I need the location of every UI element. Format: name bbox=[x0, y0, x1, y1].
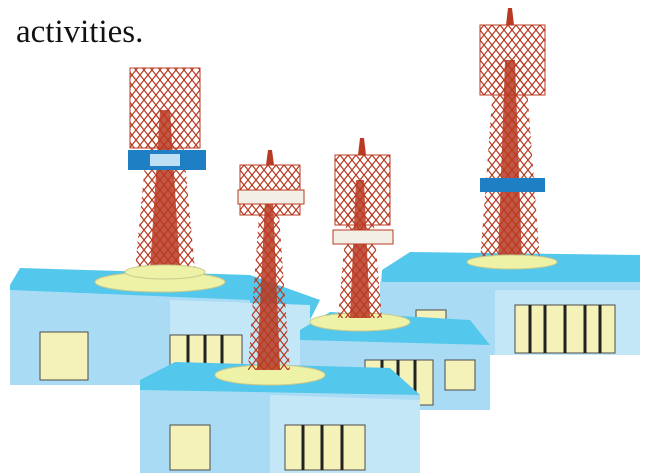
caption: activities. bbox=[0, 0, 652, 52]
caption-line: activities. bbox=[16, 14, 144, 50]
tower-middle bbox=[332, 138, 394, 318]
tower-left bbox=[124, 67, 206, 280]
tower-right bbox=[466, 8, 558, 270]
tower-front bbox=[237, 150, 305, 370]
building-front bbox=[140, 362, 420, 473]
